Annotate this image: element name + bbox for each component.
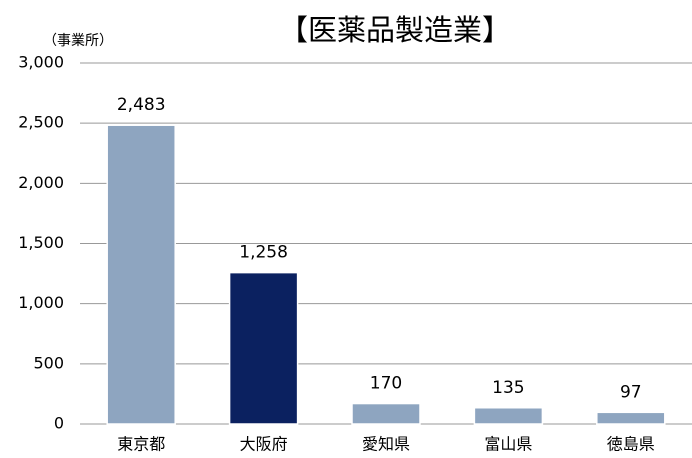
y-tick-label: 1,500 [18, 233, 64, 252]
y-tick-label: 500 [33, 353, 64, 372]
bar [228, 271, 299, 425]
value-label: 1,258 [239, 243, 288, 263]
value-label: 170 [370, 374, 402, 394]
x-tick-label: 愛知県 [362, 435, 410, 454]
y-tick-label: 1,000 [18, 293, 64, 312]
x-tick-label: 大阪府 [240, 435, 288, 454]
y-axis-label: （事業所） [43, 33, 113, 49]
y-tick-label: 3,000 [18, 53, 64, 72]
bar [106, 124, 176, 425]
x-tick-label: 東京都 [117, 435, 165, 454]
x-tick-label: 徳島県 [607, 435, 655, 454]
bar [351, 402, 421, 425]
y-tick-label: 0 [54, 414, 64, 433]
value-label: 2,483 [117, 95, 166, 115]
chart-title: 【医薬品製造業】 [279, 13, 511, 47]
value-label: 135 [492, 378, 524, 398]
bar [596, 411, 666, 425]
y-tick-label: 2,000 [18, 173, 64, 192]
y-tick-label: 2,500 [18, 113, 64, 132]
value-label: 97 [620, 382, 642, 402]
x-tick-label: 富山県 [484, 435, 532, 454]
bar [473, 407, 544, 425]
